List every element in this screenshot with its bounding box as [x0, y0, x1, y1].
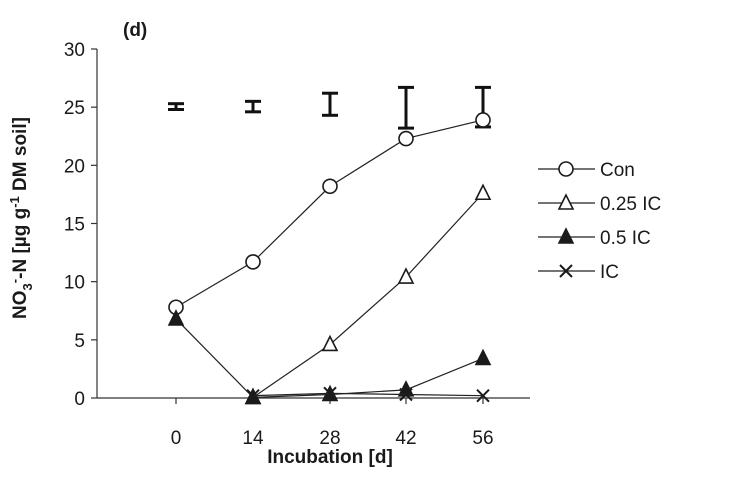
- lsd-bar: [322, 91, 338, 117]
- point-marker: [167, 309, 185, 326]
- point-marker: [557, 227, 575, 244]
- lsd-bar: [168, 102, 184, 111]
- point-marker: [475, 112, 491, 128]
- x-tick-label: 28: [319, 428, 340, 449]
- legend-label: 0.25 IC: [600, 194, 661, 215]
- lsd-bar: [245, 99, 261, 114]
- y-tick-label: 30: [64, 40, 85, 61]
- series-line: [252, 192, 484, 398]
- series-group: [167, 112, 492, 405]
- series-line: [175, 119, 484, 308]
- x-axis-title: Incubation [d]: [267, 447, 393, 468]
- y-axis-title-part: -1: [7, 196, 22, 208]
- series-0-5-ic: [167, 309, 492, 405]
- point-marker-stroke: [399, 387, 413, 402]
- legend-item: 0.5 IC: [538, 227, 651, 249]
- y-tick-label: 25: [64, 98, 85, 119]
- point-marker: [557, 193, 575, 210]
- point-marker: [322, 178, 338, 195]
- lsd-bars: [168, 85, 491, 130]
- point-marker-stroke: [323, 386, 337, 401]
- y-axis-title-part: -: [7, 279, 22, 283]
- point-marker: [397, 267, 415, 284]
- series-line: [175, 318, 484, 399]
- legend: Con 0.25 IC 0.5 IC IC: [538, 160, 661, 283]
- y-axis-title-part: 3: [20, 283, 35, 290]
- point-marker: [476, 388, 490, 403]
- axes: 0 5 10 15 20 25 30 0 14 28 42 56: [64, 40, 530, 449]
- y-axis-title: NO3--N [µg g-1 DM soil]: [7, 117, 35, 319]
- legend-item: IC: [538, 262, 619, 283]
- legend-label: 0.5 IC: [600, 228, 651, 249]
- series-con: [168, 112, 491, 316]
- legend-label: IC: [600, 262, 619, 283]
- point-marker-stroke: [246, 388, 260, 403]
- point-marker: [474, 183, 492, 201]
- point-marker: [559, 264, 573, 278]
- y-axis-title-part: -N [µg g: [10, 208, 31, 279]
- point-marker: [558, 161, 574, 177]
- y-tick-label: 0: [74, 389, 85, 410]
- y-axis-title-part: NO: [10, 290, 31, 319]
- series-ic: [246, 386, 490, 403]
- y-axis-title-part: DM soil]: [10, 117, 31, 196]
- panel-label: (d): [123, 20, 147, 41]
- x-tick-label: 56: [472, 428, 493, 449]
- point-marker: [321, 334, 339, 352]
- y-tick-label: 15: [64, 215, 85, 236]
- y-tick-label: 20: [64, 156, 85, 177]
- legend-item: Con: [538, 160, 635, 181]
- x-tick-label: 42: [395, 428, 416, 449]
- point-marker-stroke: [476, 388, 490, 403]
- point-marker: [323, 386, 337, 401]
- point-marker: [398, 130, 414, 147]
- legend-label: Con: [600, 160, 635, 181]
- y-tick-label: 5: [74, 331, 85, 352]
- lsd-bar: [398, 85, 414, 130]
- x-tick-label: 0: [171, 428, 182, 449]
- point-marker: [245, 254, 261, 270]
- x-tick-label: 14: [242, 428, 264, 449]
- y-tick-label: 10: [64, 273, 85, 294]
- point-marker: [399, 387, 413, 402]
- point-marker-stroke: [559, 264, 573, 278]
- series-line: [252, 392, 484, 397]
- point-marker: [474, 348, 492, 366]
- point-marker: [246, 388, 260, 403]
- legend-item: 0.25 IC: [538, 193, 661, 215]
